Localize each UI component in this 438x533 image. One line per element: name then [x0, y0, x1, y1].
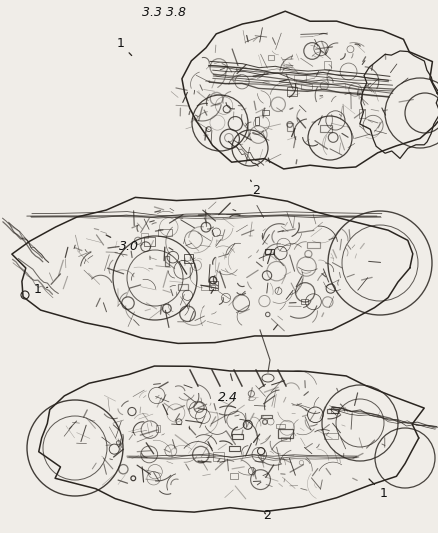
Bar: [287, 87, 297, 96]
Text: 3.3 3.8: 3.3 3.8: [142, 6, 186, 19]
Bar: [229, 446, 240, 451]
Bar: [301, 84, 312, 89]
Text: 2: 2: [263, 510, 271, 522]
Bar: [320, 125, 332, 132]
Bar: [287, 124, 293, 131]
Bar: [201, 285, 215, 290]
Bar: [254, 117, 259, 125]
Bar: [208, 281, 218, 289]
Bar: [324, 433, 338, 439]
Bar: [144, 237, 155, 246]
Bar: [262, 110, 268, 115]
Bar: [184, 254, 193, 263]
Bar: [281, 438, 290, 441]
Bar: [141, 233, 148, 238]
Bar: [331, 407, 339, 414]
Bar: [178, 284, 188, 290]
Bar: [328, 409, 338, 413]
Bar: [230, 473, 237, 479]
Bar: [158, 229, 172, 236]
Text: 1: 1: [369, 479, 387, 499]
Bar: [232, 434, 243, 439]
Text: 2.4: 2.4: [218, 391, 238, 403]
Bar: [268, 55, 274, 60]
Bar: [301, 299, 308, 304]
Text: 1: 1: [117, 37, 132, 55]
Bar: [279, 429, 293, 438]
Bar: [155, 425, 160, 432]
Bar: [307, 243, 320, 247]
Bar: [294, 75, 306, 81]
Bar: [261, 415, 272, 418]
Bar: [276, 424, 285, 429]
Bar: [359, 109, 365, 118]
Bar: [324, 61, 332, 69]
Bar: [213, 452, 224, 461]
Text: 2: 2: [251, 180, 260, 197]
Text: 1: 1: [33, 283, 48, 296]
Bar: [165, 256, 169, 265]
Bar: [265, 249, 274, 254]
Text: 3.0: 3.0: [119, 240, 139, 253]
